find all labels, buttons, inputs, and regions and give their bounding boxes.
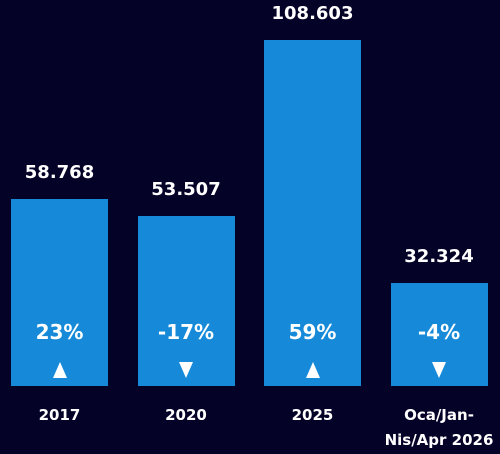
change-arrow <box>432 362 446 378</box>
x-tick-label: 2025 <box>291 406 334 424</box>
change-arrow <box>179 362 193 378</box>
change-label: 59% <box>288 320 337 344</box>
change-label: 23% <box>35 320 84 344</box>
change-arrow <box>52 362 67 378</box>
x-tick-label: 2017 <box>38 406 81 424</box>
value-label: 53.507 <box>151 178 221 200</box>
value-label: 58.768 <box>24 161 95 183</box>
value-label: 108.603 <box>271 3 354 24</box>
change-arrow <box>305 362 320 378</box>
value-label: 32.324 <box>404 246 474 268</box>
bar <box>264 40 361 386</box>
change-label: -17% <box>157 320 215 344</box>
x-tick-label: 2020 <box>165 406 207 424</box>
change-label: -4% <box>417 320 461 344</box>
bar <box>11 198 108 386</box>
x-tick-label: Oca/Jan-Nis/Apr 2026 <box>384 406 494 449</box>
bar <box>137 215 235 386</box>
